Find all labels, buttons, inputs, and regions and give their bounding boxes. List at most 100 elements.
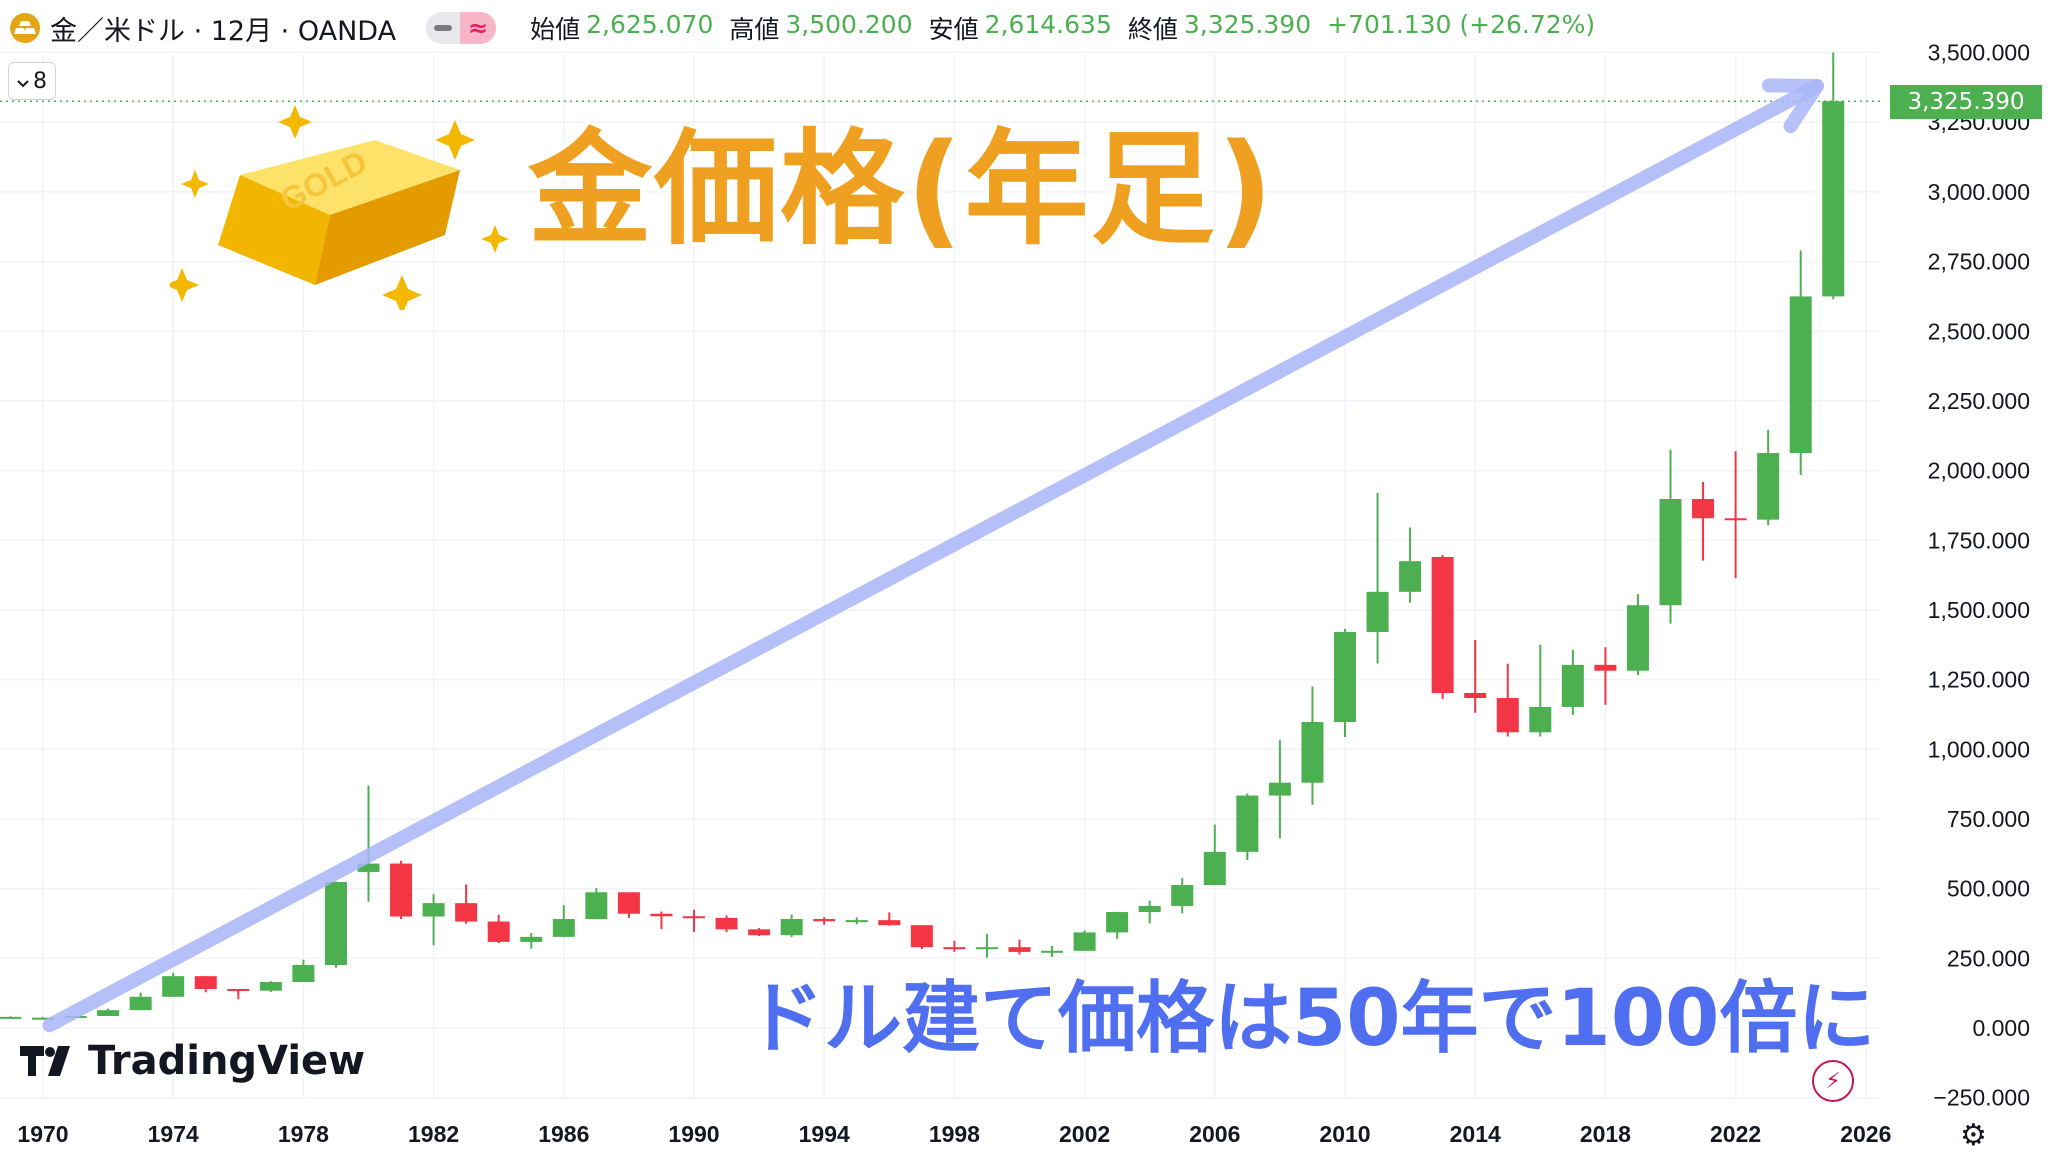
approx-icon[interactable]: ≈ [460, 12, 497, 44]
y-tick-label: 250.000 [1947, 945, 2030, 971]
candle [1626, 594, 1649, 676]
candle [32, 1017, 54, 1020]
candle [650, 911, 673, 930]
x-tick-label: 1990 [668, 1121, 719, 1147]
indicator-collapse-button[interactable]: 8 [8, 62, 56, 100]
candle-body [487, 921, 510, 942]
candle-body [357, 863, 380, 872]
candle-body [1724, 518, 1747, 521]
x-tick-label: 2002 [1059, 1121, 1110, 1147]
chart-mode-toggle[interactable]: ≈ [426, 12, 497, 44]
candle-body [1041, 950, 1064, 953]
low-value: 2,614.635 [984, 10, 1112, 39]
candle [1203, 824, 1226, 886]
x-tick-label: 1998 [929, 1121, 980, 1147]
y-tick-label: 2,750.000 [1928, 249, 2030, 275]
candle-body [1138, 905, 1161, 913]
candle-body [1561, 664, 1584, 707]
candle [259, 981, 282, 993]
candle [1106, 911, 1129, 939]
candle-body [129, 996, 152, 1011]
symbol-title[interactable]: 金／米ドル · 12月 · OANDA [50, 15, 397, 47]
candle-body [910, 925, 933, 948]
candle [1757, 429, 1780, 526]
lightning-icon[interactable]: ⚡ [1812, 1060, 1854, 1102]
change-value: +701.130 (+26.72%) [1327, 10, 1596, 39]
candle [357, 785, 380, 902]
candle [1301, 686, 1324, 805]
y-tick-label: 1,500.000 [1928, 597, 2030, 623]
candle [97, 1008, 120, 1017]
candle-body [97, 1010, 120, 1017]
candle [1366, 492, 1389, 664]
candle [585, 888, 608, 920]
x-tick-label: 1974 [148, 1121, 199, 1147]
x-tick-label: 1978 [278, 1121, 329, 1147]
candle [487, 914, 510, 943]
candles-layer [0, 52, 1845, 1020]
price-axis[interactable]: 3,500.0003,250.0003,000.0002,750.0002,50… [1928, 40, 2030, 1111]
candle-body [845, 920, 868, 923]
candle-body [1529, 706, 1552, 733]
y-tick-label: 3,000.000 [1928, 179, 2030, 205]
candle-body [227, 988, 250, 991]
settings-gear-icon[interactable]: ⚙ [1960, 1118, 1987, 1153]
candle [1334, 628, 1356, 738]
candle-body [1692, 499, 1715, 519]
close-label: 終値 [1127, 15, 1178, 44]
candle-body [292, 965, 315, 983]
candle [552, 905, 575, 938]
candle-body [324, 881, 347, 966]
candle-body [683, 916, 705, 919]
minus-icon[interactable] [426, 12, 461, 44]
candle-body [1757, 453, 1780, 520]
candle-body [878, 920, 901, 926]
candle-body [1073, 932, 1096, 951]
high-label: 高値 [729, 15, 780, 44]
candle-body [455, 903, 478, 922]
y-tick-label: 2,500.000 [1928, 318, 2030, 344]
candle [845, 917, 868, 925]
candle-body [520, 936, 543, 942]
candle [1008, 939, 1031, 955]
candle-body [194, 976, 217, 989]
x-tick-label: 1986 [538, 1121, 589, 1147]
overlay-title: 金価格(年足) [528, 118, 1276, 262]
candle [1138, 900, 1161, 924]
last-price-badge: 3,325.390 [1890, 85, 2042, 119]
x-tick-label: 1994 [799, 1121, 850, 1147]
candle [1464, 640, 1487, 713]
candle [780, 914, 803, 938]
y-tick-label: 2,000.000 [1928, 458, 2030, 484]
candle [943, 940, 966, 952]
candle [227, 988, 250, 1000]
candle [0, 1016, 22, 1019]
candle [1236, 793, 1259, 860]
candle [1594, 647, 1617, 705]
x-tick-label: 2006 [1189, 1121, 1240, 1147]
time-axis[interactable]: 1970 1974 1978 1982 1986 1990 1994 1998 2002 2006… [17, 1121, 1891, 1147]
tradingview-mark-icon [20, 1046, 70, 1076]
candle-body [585, 892, 608, 920]
candle [1268, 740, 1291, 839]
candle-body [1366, 591, 1389, 632]
x-tick-label: 2014 [1450, 1121, 1501, 1147]
candle [194, 976, 217, 993]
candle-body [1399, 561, 1422, 592]
candle-body [1659, 499, 1682, 606]
candle [324, 881, 347, 968]
candle [1724, 451, 1747, 579]
x-tick-label: 2010 [1319, 1121, 1370, 1147]
candle [129, 992, 152, 1011]
candle-body [1822, 101, 1845, 297]
candle-body [715, 917, 738, 930]
candle-body [748, 929, 771, 936]
candle [813, 917, 836, 925]
tradingview-logo[interactable]: TradingView [20, 1038, 365, 1084]
candle [1529, 644, 1552, 737]
candle-body [1496, 698, 1519, 733]
candle [1561, 649, 1584, 716]
trend-arrow [42, 78, 1824, 1033]
gold-symbol-icon [10, 13, 40, 43]
